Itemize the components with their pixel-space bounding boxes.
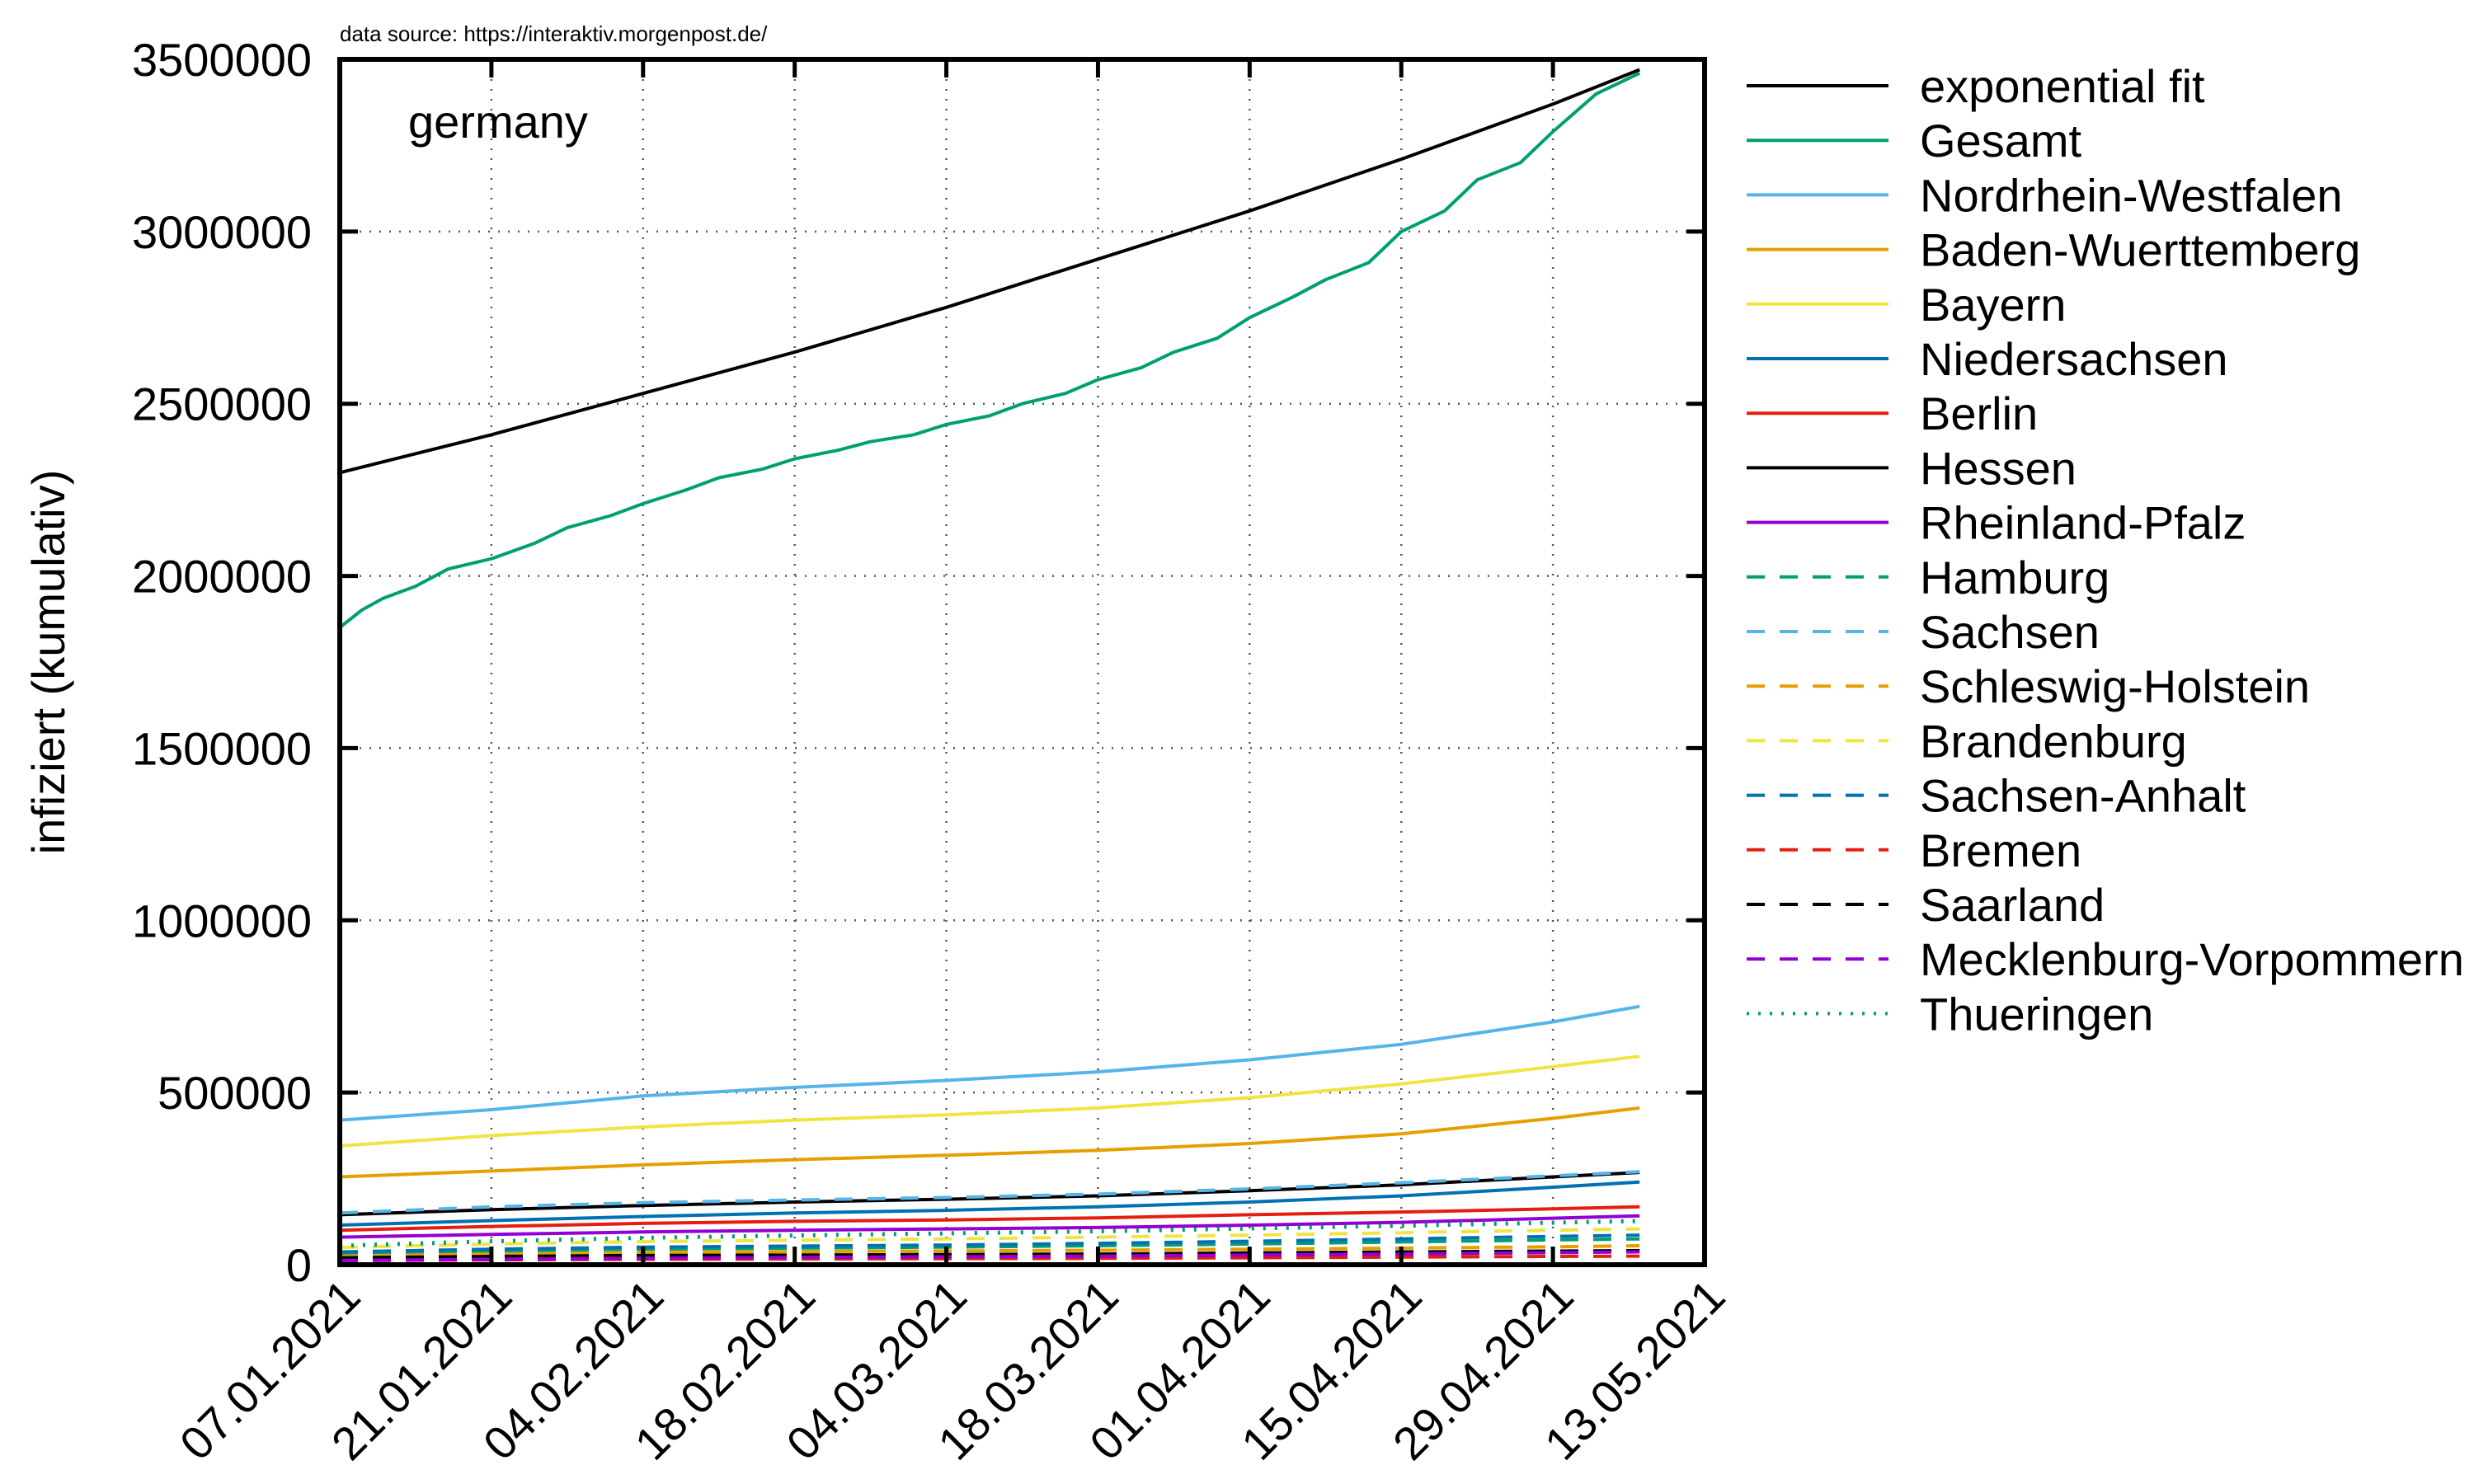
chart-title: germany xyxy=(408,96,588,148)
legend-entry: Niedersachsen xyxy=(1920,333,2228,385)
x-axis-tick-labels: 07.01.202121.01.202104.02.202118.02.2021… xyxy=(170,1270,1735,1470)
series-line xyxy=(340,1214,1640,1239)
series-line xyxy=(340,1233,1640,1254)
series-line xyxy=(340,1180,1640,1227)
legend-entry: Sachsen xyxy=(1920,606,2100,658)
series-line xyxy=(340,1250,1640,1262)
y-tick-label: 500000 xyxy=(158,1067,312,1119)
plot-frame xyxy=(337,57,1707,1267)
legend-entry: Saarland xyxy=(1920,879,2105,931)
legend-entry: Nordrhein-Westfalen xyxy=(1920,169,2343,221)
series-line xyxy=(340,1004,1640,1122)
y-tick-label: 3500000 xyxy=(132,34,312,86)
series-line xyxy=(340,1170,1640,1215)
y-tick-label: 2000000 xyxy=(132,551,312,603)
series-line xyxy=(340,1106,1640,1179)
y-axis-tick-labels: 0 500000 1000000 1500000 2000000 2500000 30000… xyxy=(132,34,312,1291)
legend-entry: Bayern xyxy=(1920,279,2066,331)
legend-entry: Sachsen-Anhalt xyxy=(1920,770,2246,822)
legend-entry: Thueringen xyxy=(1920,988,2153,1040)
series-line xyxy=(340,1248,1640,1260)
series-line xyxy=(340,71,1641,629)
legend-entry: Schleswig-Holstein xyxy=(1920,660,2310,712)
series-line xyxy=(340,1054,1640,1148)
source-note: data source: https://interaktiv.morgenpo… xyxy=(340,21,768,46)
series-line xyxy=(340,1244,1640,1258)
grid-lines xyxy=(340,59,1705,1265)
legend-entry: Baden-Wuerttemberg xyxy=(1920,224,2360,276)
legend-entry: Brandenburg xyxy=(1920,715,2187,767)
legend-entry: Hessen xyxy=(1920,442,2077,494)
y-tick-label: 1500000 xyxy=(132,722,312,774)
y-tick-label: 2500000 xyxy=(132,378,312,430)
series-line xyxy=(340,68,1640,475)
series-line xyxy=(340,1219,1640,1248)
legend-entry: Rheinland-Pfalz xyxy=(1920,497,2246,549)
legend-entry: Gesamt xyxy=(1920,115,2081,167)
y-tick-label: 3000000 xyxy=(132,206,312,258)
legend-entry: Berlin xyxy=(1920,387,2038,439)
legend-entry: Bremen xyxy=(1920,824,2081,876)
legend-entry: Mecklenburg-Vorpommern xyxy=(1920,933,2464,985)
series-line xyxy=(340,1205,1640,1233)
legend-entry: Hamburg xyxy=(1920,552,2109,603)
y-tick-label: 0 xyxy=(286,1239,312,1291)
y-axis-label: infiziert (kumulativ) xyxy=(22,470,74,855)
series-line xyxy=(340,1227,1640,1250)
series-line xyxy=(340,1237,1640,1256)
axis-ticks xyxy=(337,57,1707,1267)
series-line xyxy=(340,1254,1640,1262)
legend-entry: exponential fit xyxy=(1920,60,2205,112)
legend: exponential fitGesamtNordrhein-Westfalen… xyxy=(1747,60,2464,1040)
series-lines xyxy=(340,68,1641,1262)
y-tick-label: 1000000 xyxy=(132,895,312,946)
